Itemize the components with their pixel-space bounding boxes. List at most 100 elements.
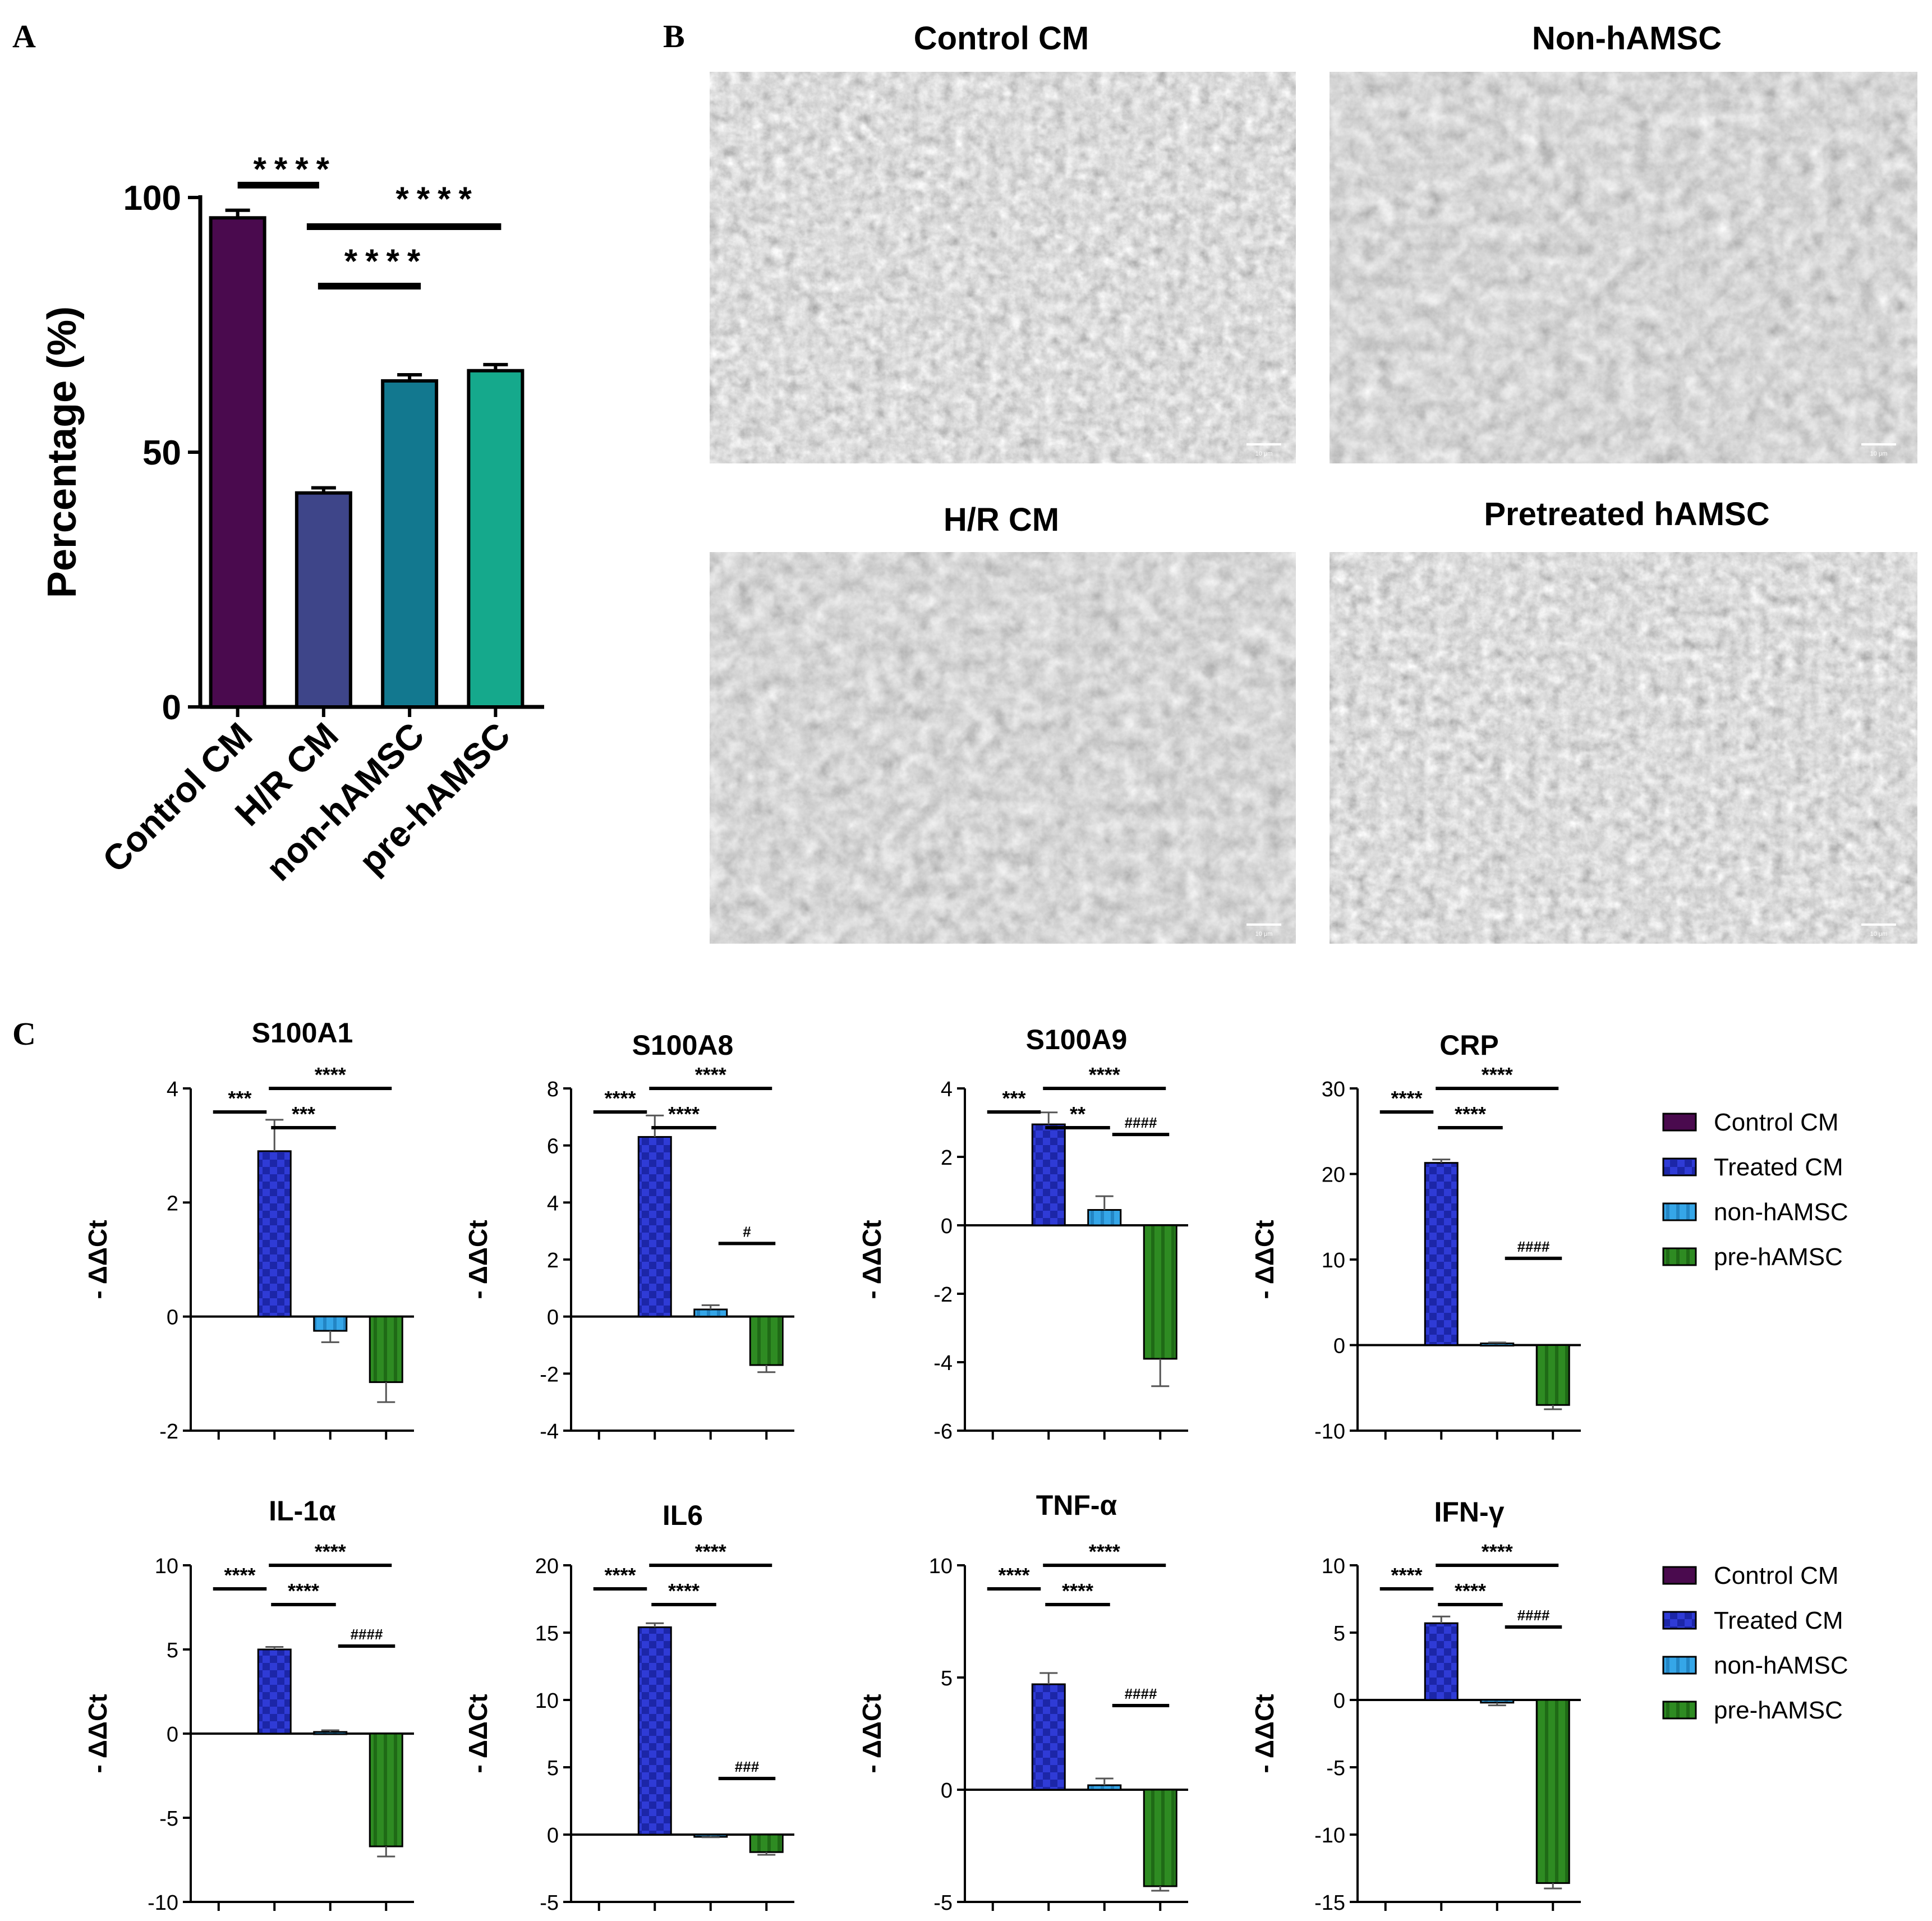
chart-title: S100A8 xyxy=(632,1030,734,1061)
y-tick-label: -4 xyxy=(933,1352,953,1375)
legend-swatch xyxy=(1662,1157,1697,1177)
legend-label: pre-hAMSC xyxy=(1714,1697,1843,1724)
chart-crp: -10 0 10 20 30 CRP - ΔΔCt **** **** **** #### xyxy=(1250,1030,1581,1444)
y-tick-label: -5 xyxy=(1326,1757,1345,1780)
micrograph-control: 10 μm xyxy=(710,72,1296,463)
significance-label: **** xyxy=(344,242,428,280)
y-axis-title: - ΔΔCt xyxy=(1250,1220,1279,1299)
significance-label: **** xyxy=(695,1540,726,1563)
y-tick-label: 100 xyxy=(123,179,181,218)
significance-label: **** xyxy=(1391,1087,1422,1110)
micrograph-hr: 10 μm xyxy=(710,552,1296,944)
y-tick-label: -6 xyxy=(933,1420,953,1444)
y-tick-label: 0 xyxy=(547,1824,559,1848)
bar xyxy=(749,1833,784,1853)
significance-label: **** xyxy=(604,1087,636,1110)
chart-title: S100A1 xyxy=(252,1017,353,1049)
bar xyxy=(1143,1224,1177,1360)
y-tick-label: 0 xyxy=(167,1306,178,1330)
legend-swatch xyxy=(1662,1566,1697,1585)
y-tick-label: 0 xyxy=(941,1779,953,1803)
y-tick-label: 10 xyxy=(1322,1249,1345,1272)
y-axis-title: - ΔΔCt xyxy=(463,1220,493,1299)
chart-il1a: -10 -5 0 5 10 IL-1α - ΔΔCt **** **** **** #### xyxy=(83,1495,414,1915)
y-tick-label: 10 xyxy=(535,1689,559,1713)
y-tick-label: -5 xyxy=(933,1891,953,1915)
y-tick-label: 30 xyxy=(1322,1078,1345,1101)
significance-label: *** xyxy=(228,1087,251,1110)
chart-tnfa: -5 0 5 10 TNF-α - ΔΔCt **** **** **** #### xyxy=(857,1490,1188,1915)
scalebar-label: 10 μm xyxy=(1870,451,1888,457)
legend-label: non-hAMSC xyxy=(1714,1198,1848,1226)
y-tick-label: -5 xyxy=(159,1807,178,1831)
significance-label: #### xyxy=(1517,1238,1550,1255)
bar xyxy=(637,1136,672,1318)
y-tick-label: 2 xyxy=(167,1192,178,1215)
micrograph-non-hamsc: 10 μm xyxy=(1330,72,1917,463)
significance-label: **** xyxy=(288,1579,319,1602)
significance-label: #### xyxy=(1125,1114,1157,1131)
legend-label: Control CM xyxy=(1714,1562,1839,1589)
significance-label: **** xyxy=(998,1564,1029,1587)
y-axis-title: - ΔΔCt xyxy=(1250,1694,1279,1773)
y-axis-title: - ΔΔCt xyxy=(83,1694,112,1773)
micrograph-title-non-hamsc: Non-hAMSC xyxy=(1532,20,1722,57)
bar xyxy=(369,1316,403,1384)
bar xyxy=(257,1150,292,1318)
bar xyxy=(369,1732,403,1848)
significance-label: **** xyxy=(315,1540,346,1563)
legend-swatch xyxy=(1662,1656,1697,1675)
y-tick-label: 0 xyxy=(547,1306,559,1330)
y-tick-label: 20 xyxy=(1322,1164,1345,1187)
legend-label: non-hAMSC xyxy=(1714,1652,1848,1679)
y-tick-label: 0 xyxy=(1333,1335,1345,1358)
bar xyxy=(637,1626,672,1836)
scalebar-label: 10 μm xyxy=(1255,451,1273,457)
bar xyxy=(1424,1622,1459,1701)
bar xyxy=(1031,1123,1066,1226)
y-tick-label: 0 xyxy=(167,1723,178,1747)
significance-label: ** xyxy=(1070,1102,1085,1125)
chart-title: IFN-γ xyxy=(1434,1496,1505,1528)
significance-label: **** xyxy=(1062,1579,1093,1602)
y-tick-label: 4 xyxy=(547,1192,559,1215)
significance-label: **** xyxy=(1391,1564,1422,1587)
panel-label-c: C xyxy=(12,1015,36,1052)
micrograph-title-pretreated: Pretreated hAMSC xyxy=(1484,496,1769,532)
significance-label: #### xyxy=(351,1626,383,1643)
significance-label: **** xyxy=(668,1579,700,1602)
legend-bottom: Control CM Treated CM non-hAMSC pre-hAMSC xyxy=(1662,1562,1848,1724)
bar xyxy=(313,1731,348,1735)
y-tick-label: 5 xyxy=(547,1757,559,1780)
significance-label: *** xyxy=(1002,1087,1025,1110)
y-tick-label: 0 xyxy=(1333,1689,1345,1713)
significance-label: **** xyxy=(1089,1540,1120,1563)
significance-label: **** xyxy=(1482,1063,1513,1086)
chart-title: IL-1α xyxy=(269,1495,336,1527)
y-axis-title: - ΔΔCt xyxy=(857,1220,886,1299)
legend-swatch xyxy=(1662,1611,1697,1630)
y-tick-label: 2 xyxy=(547,1249,559,1272)
y-axis-title: - ΔΔCt xyxy=(857,1694,886,1773)
bar xyxy=(1424,1162,1459,1346)
chart-title: S100A9 xyxy=(1026,1024,1128,1055)
legend-label: pre-hAMSC xyxy=(1714,1243,1843,1271)
panel-label-b: B xyxy=(663,18,685,54)
y-tick-label: 5 xyxy=(167,1639,178,1662)
y-tick-label: 10 xyxy=(1322,1555,1345,1578)
y-axis-title: Percentage (%) xyxy=(40,306,85,598)
y-tick-label: 20 xyxy=(535,1555,559,1578)
bar xyxy=(1087,1784,1122,1791)
y-tick-label: 6 xyxy=(547,1135,559,1159)
y-tick-label: 50 xyxy=(142,434,181,472)
significance-label: **** xyxy=(315,1063,346,1086)
bar xyxy=(1535,1699,1570,1884)
significance-label: *** xyxy=(292,1102,315,1125)
bar xyxy=(1143,1789,1177,1887)
y-axis-title: - ΔΔCt xyxy=(83,1220,112,1299)
y-tick-label: 4 xyxy=(167,1078,178,1101)
y-tick-label: 15 xyxy=(535,1622,559,1646)
scalebar-label: 10 μm xyxy=(1870,931,1888,937)
y-axis-title: - ΔΔCt xyxy=(463,1694,493,1773)
